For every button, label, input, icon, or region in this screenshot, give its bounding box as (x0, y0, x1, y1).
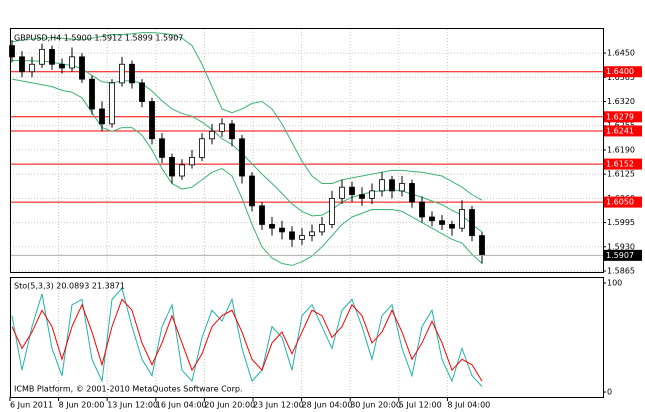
level-label: 1.6241 (606, 126, 634, 135)
candle-body (409, 183, 415, 203)
y-tick-label: 0 (607, 388, 612, 397)
candle-body (289, 231, 295, 240)
indicator-panel-frame (10, 277, 604, 398)
candle-body (319, 224, 325, 233)
level-label: 1.6400 (606, 67, 634, 76)
x-tick-label: 28 Jun 04:00 (302, 401, 353, 410)
candle-body (69, 56, 75, 69)
level-label: 1.6050 (606, 198, 634, 207)
candle-body (99, 108, 105, 125)
candle-body (249, 175, 255, 207)
level-label: 1.6279 (606, 112, 634, 121)
mark-layer (9, 32, 603, 387)
symbol-header: GBPUSD,H4 1.5900 1.5912 1.5899 1.5907 (14, 34, 183, 43)
candle-body (19, 56, 25, 73)
level-label-box (604, 125, 642, 137)
footer: ICMB Platform, © 2001-2010 MetaQuotes So… (14, 385, 243, 394)
candle-body (399, 183, 405, 192)
y-tick-label: 1.5995 (607, 218, 635, 227)
candle-body (199, 138, 205, 158)
candle-body (299, 235, 305, 240)
candle-body (469, 209, 475, 237)
bollinger-band (11, 78, 483, 266)
x-tick-label: 5 Jul 12:00 (399, 401, 442, 410)
candle-body (229, 123, 235, 140)
x-tick-label: 30 Jun 20:00 (350, 401, 401, 410)
x-tick-label: 16 Jun 04:00 (156, 401, 207, 410)
candle-body (119, 63, 125, 84)
candle-body (139, 82, 145, 102)
x-tick-label: 13 Jun 12:00 (107, 401, 158, 410)
candle-body (39, 48, 45, 65)
main-panel-frame (10, 28, 604, 273)
candle-body (59, 63, 65, 69)
candle-body (339, 186, 345, 199)
candle-body (29, 63, 35, 73)
indicator-line (11, 287, 483, 387)
candle-body (379, 179, 385, 192)
x-tick-label: 23 Jun 12:00 (253, 401, 304, 410)
candle-body (349, 186, 355, 196)
y-tick-label: 1.6385 (607, 73, 635, 82)
candle-body (89, 78, 95, 110)
candle-body (439, 220, 445, 225)
x-tick-label: 6 Jun 2011 (10, 401, 53, 410)
candle-body (359, 194, 365, 199)
candle-body (419, 201, 425, 218)
current-price-label: 1.5907 (606, 251, 634, 260)
candle-body (479, 235, 485, 256)
bollinger-band (12, 60, 483, 233)
candle-body (159, 138, 165, 158)
level-label-box (604, 111, 642, 123)
y-tick-label: 1.6320 (607, 97, 635, 106)
level-label-box (604, 66, 642, 78)
candle-body (389, 179, 395, 192)
y-tick-label: 100 (607, 279, 622, 288)
candle-body (179, 164, 185, 177)
candle-body (279, 227, 285, 233)
x-tick-label: 8 Jul 04:00 (447, 401, 490, 410)
candle-body (239, 138, 245, 177)
level-label-box (604, 196, 642, 208)
candle-body (49, 48, 55, 65)
x-tick-label: 8 Jun 20:00 (59, 401, 105, 410)
x-tick-label: 20 Jun 20:00 (204, 401, 255, 410)
indicator-line (11, 298, 483, 382)
candle-body (79, 56, 85, 80)
current-price-box (604, 249, 642, 261)
candle-body (169, 156, 175, 177)
candle-body (269, 224, 275, 229)
y-tick-label: 1.5930 (607, 242, 635, 251)
y-tick-label: 1.6450 (607, 49, 635, 58)
candle-body (109, 82, 115, 125)
candle-body (309, 231, 315, 237)
level-label: 1.6152 (606, 160, 634, 169)
candle-body (329, 197, 335, 225)
candle-body (9, 45, 15, 58)
candle-body (219, 123, 225, 132)
candle-body (369, 190, 375, 199)
y-tick-label: 1.6190 (607, 145, 635, 154)
candle-body (429, 216, 435, 222)
bollinger-band (11, 32, 483, 201)
y-tick-label: 1.6125 (607, 170, 635, 179)
candle-body (149, 101, 155, 140)
candle-body (129, 63, 135, 84)
candle-body (189, 156, 195, 166)
indicator-header: Sto(5,3,3) 20.0893 21.3871 (14, 282, 125, 291)
candle-body (259, 205, 265, 225)
candle-body (209, 130, 215, 140)
level-label-box (604, 158, 642, 170)
candle-body (459, 209, 465, 229)
y-tick-label: 1.5865 (607, 267, 635, 276)
candle-body (449, 224, 455, 229)
